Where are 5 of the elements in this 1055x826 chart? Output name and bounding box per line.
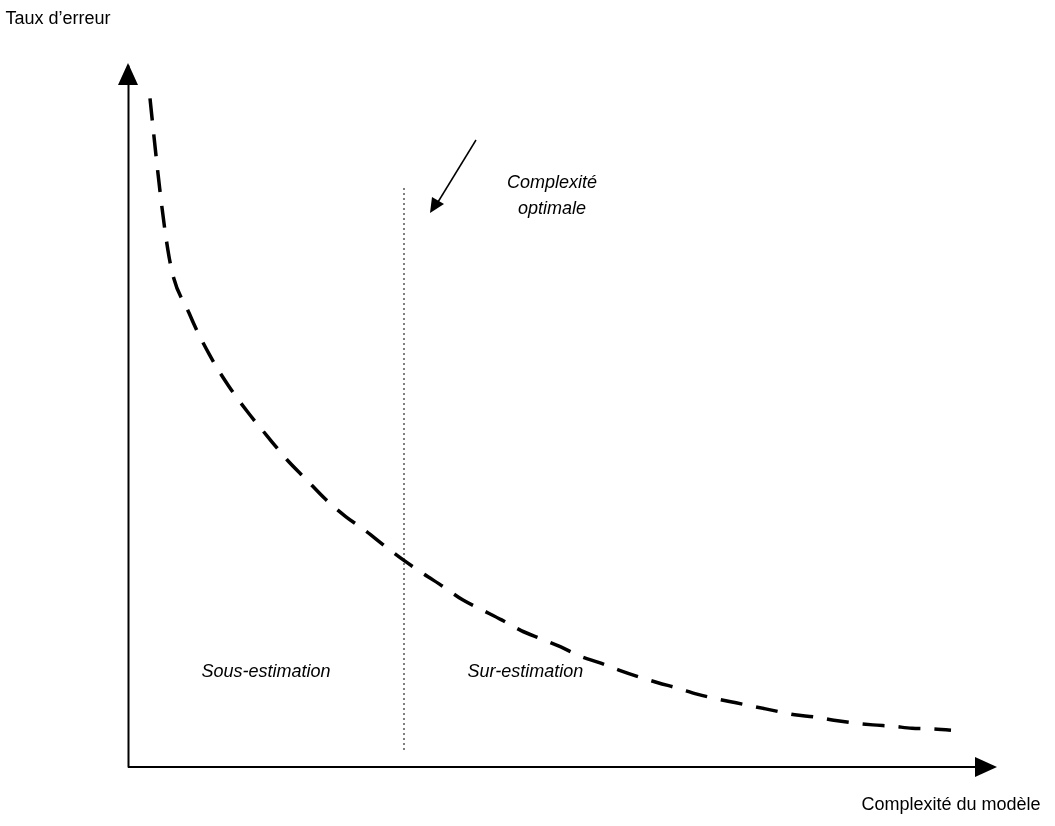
x-axis-title: Complexité du modèle — [861, 793, 1041, 814]
annotation: Sous-estimation — [201, 661, 331, 682]
annotation: Sur-estimation — [467, 661, 584, 682]
annotation: Complexité optimale — [507, 171, 598, 218]
y-axis-title: Taux d’erreur — [5, 7, 111, 28]
